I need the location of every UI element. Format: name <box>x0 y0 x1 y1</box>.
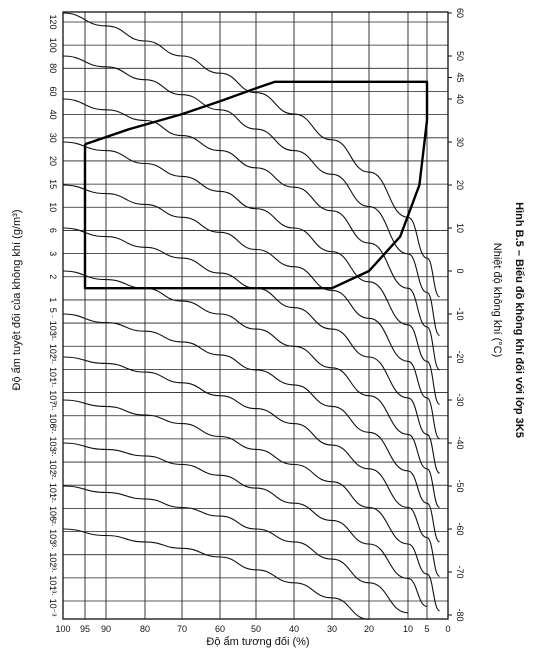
right-axis-ticks: 60 50 45 40 30 20 10 0 -10 -20 -30 -40 -50 -60 -70 -80 <box>448 8 465 622</box>
right-tick-label: 60 <box>455 8 465 18</box>
left-tick-label: 5 · 10⁻¹ <box>48 308 58 339</box>
x-tick-label: 95 <box>80 624 90 634</box>
x-axis-ticks: 100 95 90 80 70 60 50 40 30 20 10 5 0 <box>55 624 450 634</box>
left-tick-label: 2 · 10⁻² <box>48 470 58 501</box>
left-tick-label: 6 <box>48 228 58 233</box>
x-tick-label: 5 <box>424 624 429 634</box>
left-tick-label: 2 · 10⁻³ <box>48 562 58 593</box>
left-tick-label: 10 <box>48 202 58 212</box>
left-tick-label: 80 <box>48 63 58 73</box>
left-axis-label: Độ ẩm tuyệt đối của không khí (g/m³) <box>11 210 23 391</box>
temperature-curve <box>62 528 370 620</box>
left-tick-label: 40 <box>48 110 58 120</box>
left-tick-label: 6 · 10⁻² <box>48 424 58 455</box>
left-tick-label: 3 · 10⁻³ <box>48 539 58 570</box>
right-tick-label: 45 <box>455 72 465 82</box>
x-tick-label: 50 <box>251 624 261 634</box>
x-tick-label: 10 <box>403 624 413 634</box>
region-outline <box>83 80 429 290</box>
climate-class-region <box>83 80 429 290</box>
x-tick-label: 30 <box>327 624 337 634</box>
right-tick-label: -30 <box>455 393 465 406</box>
left-tick-label: 3 <box>48 251 58 256</box>
left-tick-label: 7 · 10⁻² <box>48 400 58 431</box>
left-tick-label: 120 <box>48 14 58 29</box>
x-tick-label: 100 <box>55 624 70 634</box>
temperature-curve <box>62 313 441 543</box>
left-tick-label: 6 · 10⁻³ <box>48 516 58 547</box>
right-tick-label: -70 <box>455 565 465 578</box>
right-tick-label: -60 <box>455 522 465 535</box>
left-tick-label: 30 <box>48 133 58 143</box>
right-tick-label: 0 <box>455 268 465 273</box>
left-tick-label: 20 <box>48 156 58 166</box>
right-tick-label: 20 <box>455 180 465 190</box>
left-tick-label: 100 <box>48 38 58 53</box>
plot-frame <box>62 11 449 620</box>
x-tick-label: 90 <box>101 624 111 634</box>
right-tick-label: -50 <box>455 479 465 492</box>
right-tick-label: -10 <box>455 307 465 320</box>
right-tick-label: 30 <box>455 137 465 147</box>
x-tick-label: 70 <box>177 624 187 634</box>
x-tick-label: 0 <box>445 624 450 634</box>
temperature-curve <box>62 356 441 577</box>
x-tick-label: 40 <box>289 624 299 634</box>
left-tick-label: 60 <box>48 86 58 96</box>
figure-caption: Hình B.5 – Biểu đồ không khí đối với lớp… <box>513 202 525 438</box>
temperature-curve <box>62 399 440 612</box>
right-tick-label: 40 <box>455 94 465 104</box>
left-axis-ticks: 120 100 80 60 40 30 20 15 10 6 3 2 1 5 · 10⁻¹3 · 10⁻¹… <box>48 14 58 616</box>
left-tick-label: 2 <box>48 274 58 279</box>
left-tick-label: 2 · 10⁻¹ <box>48 354 58 385</box>
right-tick-label: -20 <box>455 350 465 363</box>
temperature-curve <box>62 98 441 371</box>
left-tick-label: 1 · 10⁻³ <box>48 586 58 617</box>
temperature-curves <box>62 12 441 620</box>
temperature-curve <box>62 184 441 440</box>
temperature-curve <box>62 141 441 405</box>
left-tick-label: 1 · 10⁻² <box>48 493 58 524</box>
x-tick-label: 60 <box>215 624 225 634</box>
temperature-curve <box>62 55 441 337</box>
x-tick-label: 80 <box>140 624 150 634</box>
x-tick-label: 20 <box>364 624 374 634</box>
right-tick-label: 10 <box>455 223 465 233</box>
right-axis-label: Nhiệt độ không khí (°C) <box>491 243 503 357</box>
left-tick-label: 1 <box>48 297 58 302</box>
left-tick-label: 3 · 10⁻² <box>48 447 58 478</box>
temperature-curve <box>62 270 441 509</box>
left-tick-label: 15 <box>48 179 58 189</box>
right-tick-label: -80 <box>455 608 465 621</box>
temperature-curve <box>62 442 428 607</box>
right-tick-label: -40 <box>455 436 465 449</box>
right-tick-label: 50 <box>455 51 465 61</box>
left-tick-label: 1 · 10⁻¹ <box>48 377 58 408</box>
temperature-curve <box>62 485 409 614</box>
temperature-curve <box>62 227 441 474</box>
x-axis-label: Độ ẩm tương đối (%) <box>206 636 309 648</box>
left-tick-label: 3 · 10⁻¹ <box>48 331 58 362</box>
